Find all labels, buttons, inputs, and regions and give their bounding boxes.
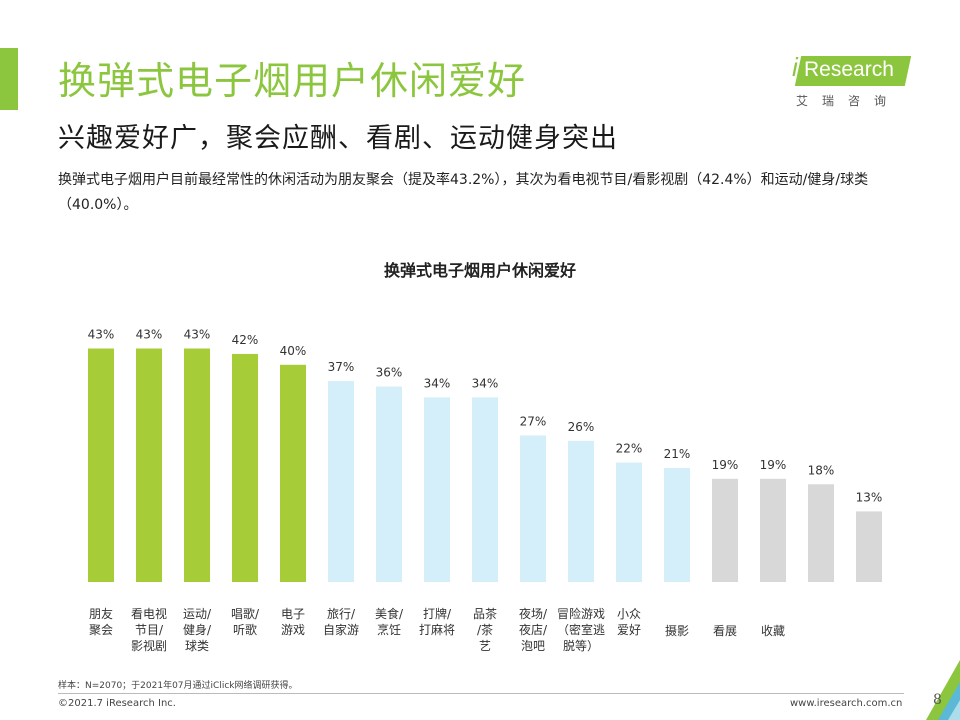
title-accent-bar [0,48,18,110]
category-label-5: 电子游戏 [281,607,305,637]
bar-value-label-8: 34% [424,376,451,390]
bar-10 [520,435,546,582]
bar-value-label-14: 19% [712,458,739,472]
bar-value-label-16: 18% [808,463,835,477]
bar-value-label-11: 26% [568,420,595,434]
logo-wordmark: Research [804,58,894,81]
logo-chinese-name: 艾瑞咨询 [796,94,901,108]
bar-value-label-5: 40% [280,344,307,358]
category-label-4: 唱歌/听歌 [231,606,260,637]
category-label-3: 运动/健身/球类 [183,607,212,653]
corner-decoration [926,660,960,720]
bar-2 [136,348,162,582]
bar-value-label-6: 37% [328,360,355,374]
bar-value-label-17: 13% [856,490,883,504]
bar-15 [760,478,786,582]
page-number: 8 [933,692,942,708]
bar-12 [616,462,642,582]
bar-4 [232,353,258,582]
bar-value-label-1: 43% [88,328,115,342]
bar-14 [712,478,738,582]
bar-value-label-4: 42% [232,333,259,347]
copyright-text: ©2021.7 iResearch Inc. [58,698,176,709]
page-title: 换弹式电子烟用户休闲爱好 [58,59,527,103]
bar-17 [856,511,882,582]
category-label-6: 旅行/自家游 [323,607,359,637]
bar-chart: 换弹式电子烟用户休闲爱好 43% 43% 43% 42% 40% 37% 36% 34% 34%… [88,261,883,653]
source-note: 样本：N=2070；于2021年07月通过iClick网络调研获得。 [58,681,298,691]
category-label-14: 看展 [713,624,737,638]
category-label-11: 冒险游戏（密室逃脱等） [557,606,605,653]
logo-i: i [792,52,798,82]
category-label-12: 小众爱好 [617,607,641,637]
category-label-10: 夜场/夜店/泡吧 [519,606,548,653]
bar-11 [568,440,594,582]
category-label-9: 品茶/茶艺 [473,606,497,653]
page-subtitle: 兴趣爱好广，聚会应酬、看剧、运动健身突出 [58,123,618,154]
bar-value-label-13: 21% [664,447,691,461]
category-label-1: 朋友聚会 [89,607,113,637]
bar-8 [424,397,450,582]
iresearch-logo: i Research 艾瑞咨询 [790,46,920,112]
category-label-7: 美食/烹饪 [375,606,404,637]
bar-value-label-12: 22% [616,442,643,456]
summary-text: 换弹式电子烟用户目前最经常性的休闲活动为朋友聚会（提及率43.2%），其次为看电… [58,172,869,213]
bar-value-label-7: 36% [376,366,403,380]
category-label-15: 收藏 [761,624,785,638]
bar-value-label-15: 19% [760,458,787,472]
footer-divider [58,693,904,694]
website-link[interactable]: www.iresearch.com.cn [790,698,903,709]
bar-value-label-9: 34% [472,376,499,390]
bar-5 [280,364,306,582]
bar-3 [184,348,210,582]
bar-value-label-10: 27% [520,414,547,428]
bar-1 [88,348,114,582]
chart-title: 换弹式电子烟用户休闲爱好 [384,261,576,280]
bar-16 [808,484,834,582]
bar-6 [328,381,354,582]
bar-value-label-2: 43% [136,328,163,342]
category-label-2: 看电视节目/影视剧 [131,606,167,653]
bar-13 [664,467,690,582]
bar-7 [376,386,402,582]
bar-value-label-3: 43% [184,328,211,342]
category-label-13: 摄影 [665,623,689,638]
bar-9 [472,397,498,582]
category-label-8: 打牌/打麻将 [419,607,455,637]
